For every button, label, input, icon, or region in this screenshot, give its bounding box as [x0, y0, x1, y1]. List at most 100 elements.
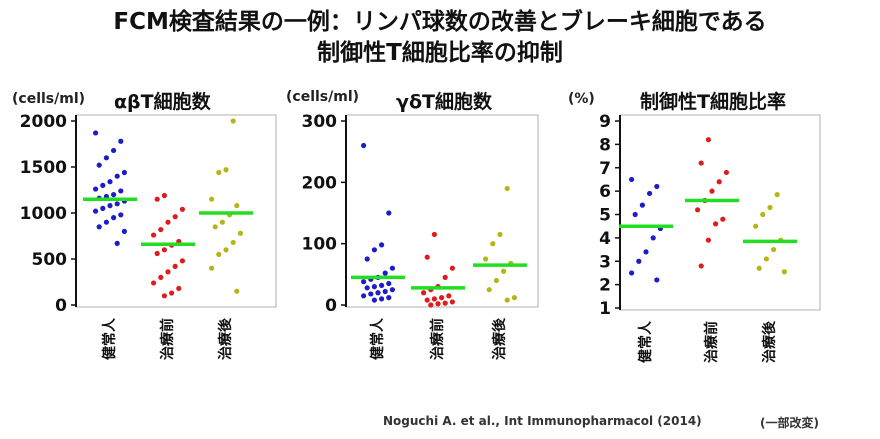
y-tick-label: 8 — [599, 135, 611, 155]
data-point: 健常人: 18 — [368, 291, 374, 297]
data-point: 健常人: 1300 — [100, 182, 106, 188]
data-point: 健常人: 1020 — [93, 208, 99, 214]
chart-1-unit: (cells/ml) — [12, 91, 86, 107]
data-point: 治療前: 4.8 — [720, 216, 726, 222]
data-point: 健常人: 1400 — [114, 173, 120, 179]
x-category-label: 健常人 — [101, 317, 118, 360]
data-point: 治療前: 180 — [176, 285, 182, 292]
data-point: 健常人: 15 — [361, 293, 367, 299]
y-tick-label: 100 — [302, 235, 338, 255]
data-point: 健常人: 6.5 — [629, 176, 635, 183]
chart-3-title: 制御性T細胞比率 — [640, 91, 786, 113]
y-tick-label: 0 — [325, 296, 337, 316]
data-point: 健常人: 3.4 — [643, 249, 649, 255]
data-point: 健常人: 1100 — [114, 201, 120, 207]
data-point: 治療後: 115 — [497, 231, 503, 238]
y-tick-label: 6 — [599, 182, 611, 202]
data-point: 治療前: 240 — [151, 280, 157, 286]
data-point: 健常人: 1680 — [111, 147, 117, 154]
data-point: 健常人: 900 — [103, 219, 109, 225]
data-point: 健常人: 1780 — [118, 138, 124, 144]
data-point: 治療前: 6 — [709, 188, 715, 194]
data-point: 治療後: 8 — [504, 297, 510, 303]
data-point: 治療後: 75 — [483, 256, 489, 262]
data-point: 治療前: 15 — [446, 293, 452, 299]
data-point: 健常人: 1080 — [107, 203, 113, 209]
data-point: 健常人: 12 — [386, 295, 392, 301]
data-point: 治療後: 600 — [223, 247, 229, 253]
data-point: 健常人: 10 — [379, 296, 385, 302]
data-point: 治療後: 190 — [504, 185, 510, 192]
data-point: 健常人: 8 — [371, 297, 377, 303]
data-point: 治療後: 850 — [212, 224, 218, 230]
y-tick-label: 4 — [599, 229, 611, 249]
y-tick-label: 500 — [32, 250, 68, 270]
data-point: 治療後: 680 — [230, 239, 236, 246]
data-point: 治療後: 55 — [501, 268, 507, 274]
data-point: 治療後: 1470 — [223, 167, 229, 173]
data-point: 治療前: 600 — [161, 247, 167, 253]
data-point: 健常人: 6.2 — [654, 183, 660, 190]
data-point: 治療後: 550 — [216, 251, 222, 257]
data-point: 治療前: 78 — [424, 254, 430, 260]
data-point: 健常人: 1200 — [111, 192, 117, 198]
data-point: 健常人: 38 — [361, 279, 367, 285]
data-point: 治療前: 5.2 — [695, 207, 701, 213]
data-point: 健常人: 5.9 — [647, 190, 653, 197]
data-point: 治療後: 900 — [219, 219, 225, 225]
data-point: 治療後: 5.3 — [767, 204, 773, 211]
data-point: 治療前: 12 — [439, 295, 445, 301]
data-point: 健常人: 28 — [364, 285, 370, 291]
data-point: 健常人: 1260 — [93, 186, 99, 192]
data-point: 治療後: 40 — [493, 277, 499, 284]
chart-2-title: γδT細胞数 — [396, 91, 492, 113]
data-point: 治療前: 60 — [449, 265, 455, 271]
y-tick-label: 3 — [599, 252, 611, 272]
data-point: 治療前: 1040 — [179, 206, 185, 212]
data-point: 治療後: 3.5 — [771, 246, 777, 253]
data-point: 治療前: 45 — [442, 274, 448, 280]
x-category-label: 治療前 — [429, 318, 446, 360]
y-tick-label: 0 — [55, 296, 67, 316]
data-point: 健常人: 5 — [632, 211, 638, 218]
plot-frame — [75, 114, 277, 308]
data-point: 治療後: 100 — [490, 241, 496, 247]
data-point: 健常人: 1050 — [100, 205, 106, 211]
slide-title-line-2: 制御性T細胞比率の抑制 — [317, 40, 563, 66]
data-point: 治療前: 360 — [165, 269, 171, 275]
x-category-label: 治療後 — [217, 317, 234, 360]
data-point: 治療前: 10 — [431, 296, 437, 302]
data-point: 治療後: 2000 — [230, 118, 236, 124]
data-point: 治療後: 4.5 — [753, 223, 759, 229]
plot-frame — [619, 114, 821, 311]
data-point: 治療前: 420 — [172, 263, 178, 269]
data-point: 治療前: 20 — [421, 290, 427, 296]
data-point: 治療前: 100 — [161, 293, 167, 299]
data-point: 治療後: 1150 — [209, 196, 215, 202]
data-point: 治療前: 560 — [154, 250, 160, 257]
data-point: 健常人: 670 — [114, 240, 120, 246]
x-category-label: 治療前 — [159, 318, 176, 360]
x-category-label: 治療前 — [703, 321, 720, 363]
data-point: 健常人: 1240 — [118, 188, 124, 194]
data-point: 健常人: 850 — [96, 224, 102, 230]
slide-title-line-1: FCM検査結果の一例：リンパ球数の改善とブレーキ細胞である — [113, 9, 767, 35]
data-point: 治療前: 130 — [169, 290, 175, 296]
data-point: 治療前: 3.9 — [705, 237, 712, 243]
data-point: 健常人: 22 — [382, 288, 388, 295]
y-tick-label: 7 — [599, 159, 611, 179]
data-point: 治療前: 6.8 — [723, 169, 730, 176]
x-category-label: 健常人 — [369, 317, 386, 360]
data-point: 健常人: 1440 — [121, 169, 127, 176]
data-point: 健常人: 950 — [111, 215, 117, 221]
y-tick-label: 1500 — [20, 158, 67, 178]
data-point: 治療前: 1150 — [154, 196, 160, 202]
data-point: 治療前: 3 — [442, 300, 448, 306]
data-point: 治療後: 1440 — [216, 169, 222, 176]
y-tick-label: 1 — [599, 299, 611, 319]
data-point: 治療前: 760 — [151, 232, 157, 238]
data-point: 健常人: 52 — [382, 270, 388, 276]
data-point: 治療前: 115 — [431, 231, 437, 238]
